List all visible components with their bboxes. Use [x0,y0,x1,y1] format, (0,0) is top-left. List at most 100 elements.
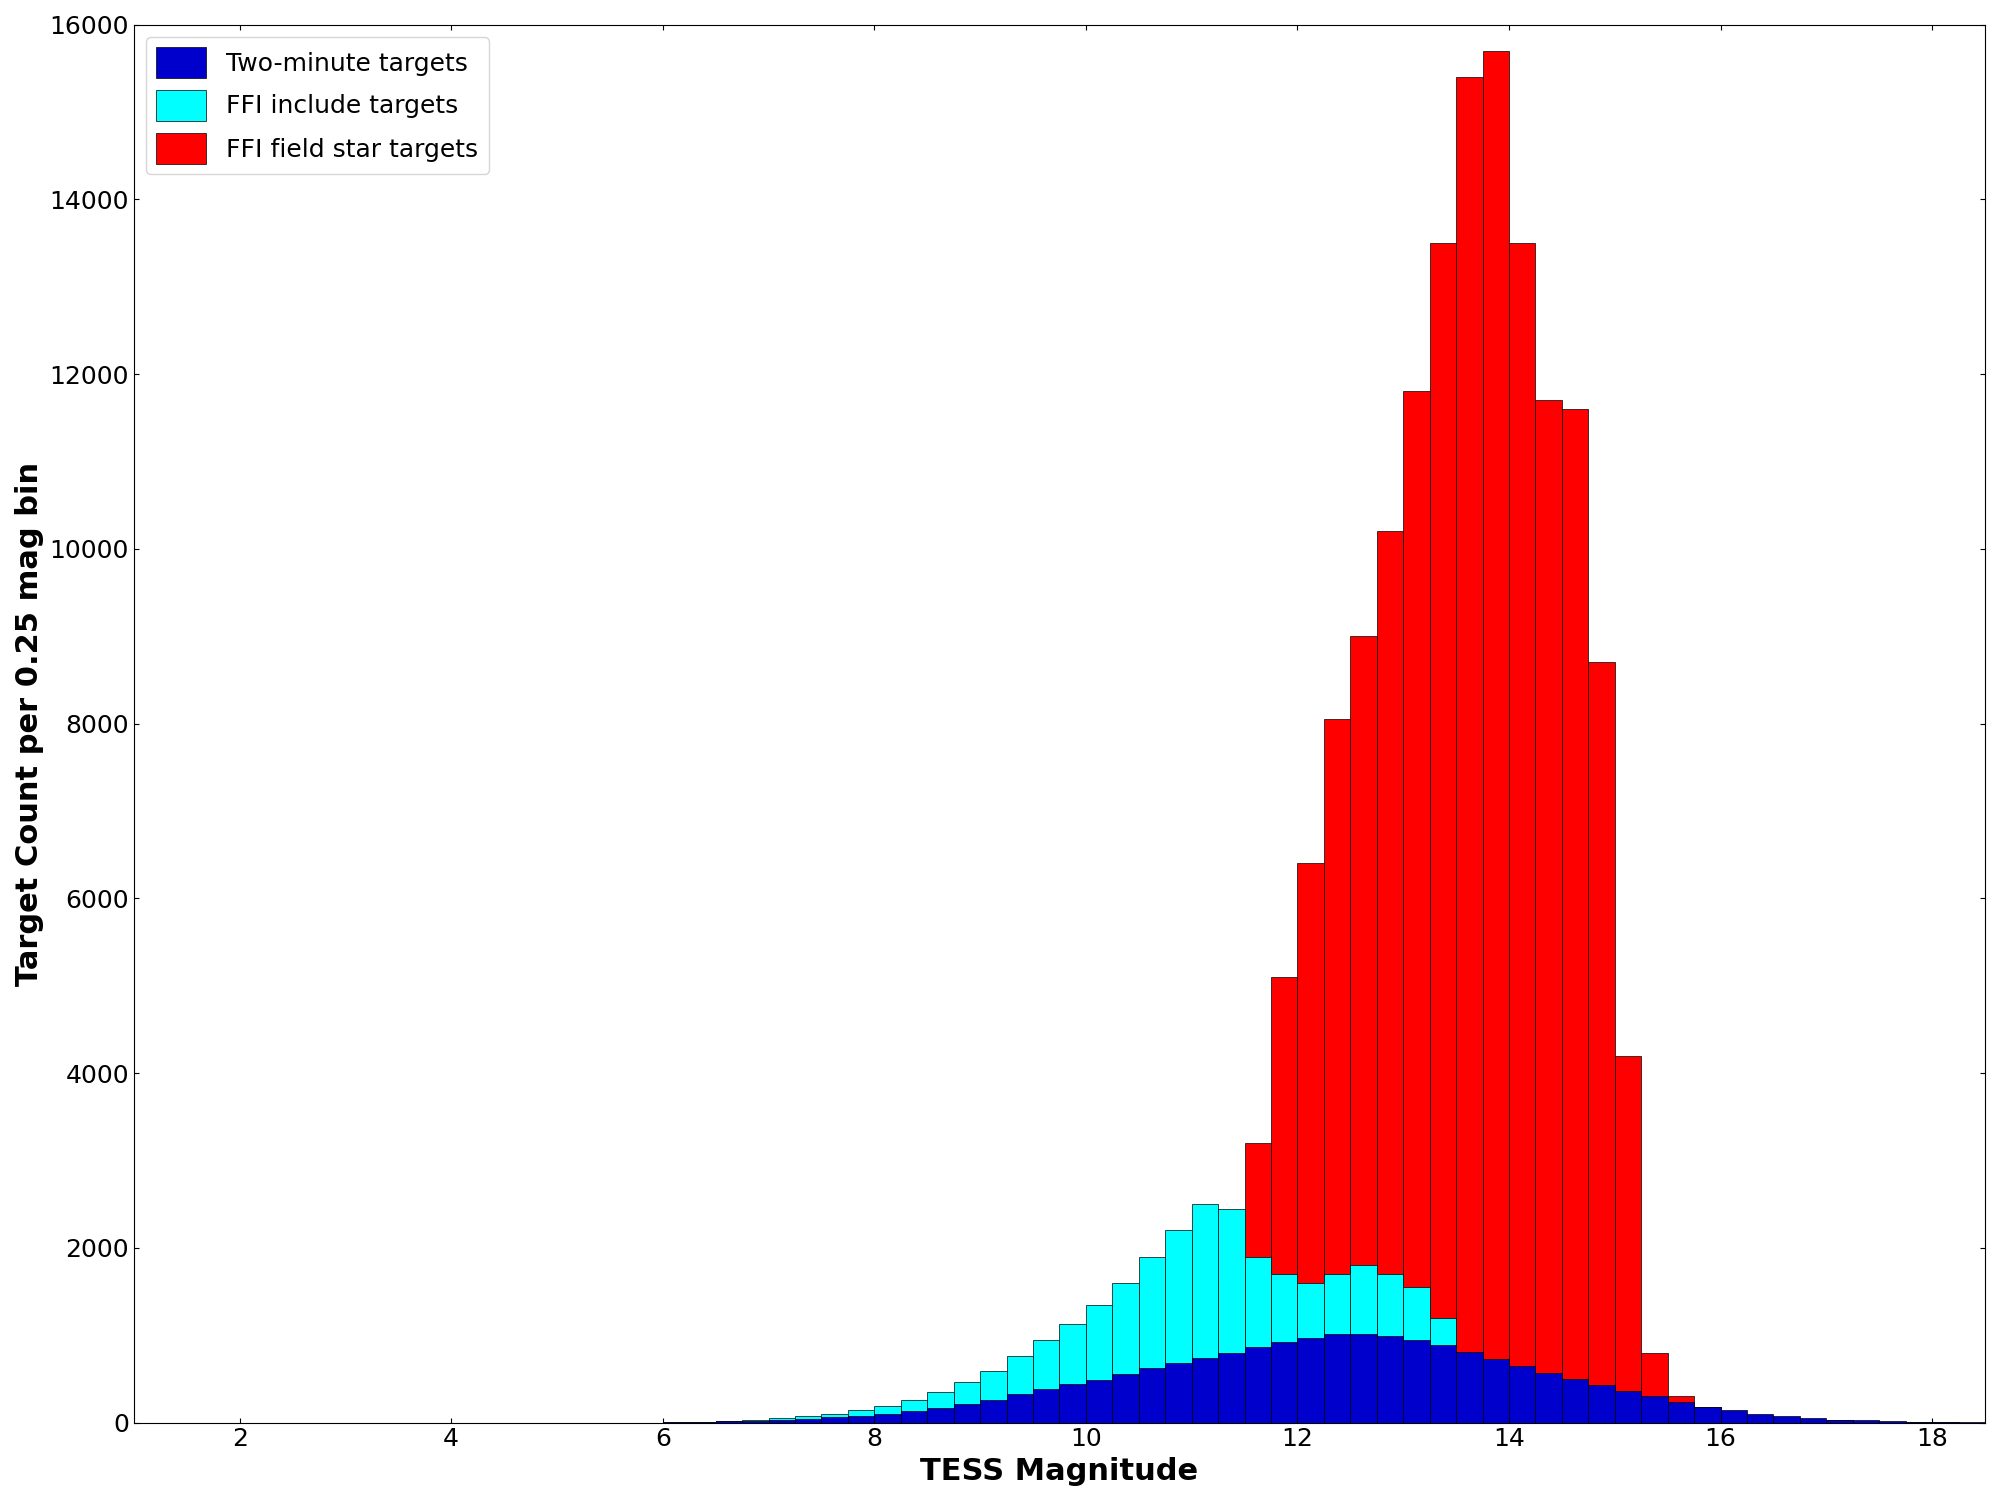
Bar [1774,1420,1800,1423]
Bar [954,1382,980,1423]
Bar [822,1414,848,1423]
Bar [1826,1420,1852,1423]
Bar [1774,1417,1800,1423]
Bar [928,1391,954,1423]
Bar [1376,1274,1404,1423]
Bar [1668,1396,1694,1423]
Bar [1588,1385,1614,1423]
Bar [1482,51,1510,1423]
Bar [1138,1256,1166,1423]
Bar [874,1406,900,1423]
Bar [1166,1231,1192,1423]
Bar [1536,1373,1562,1423]
Bar [1218,1208,1244,1423]
Bar [1060,1324,1086,1423]
Bar [1324,719,1350,1423]
Bar [1880,1421,1906,1423]
Bar [1324,1274,1350,1423]
Bar [1376,1336,1404,1423]
Bar [1826,1420,1852,1423]
Bar [1748,1417,1774,1423]
Bar [742,1421,768,1423]
Bar [1482,1358,1510,1423]
Bar [954,1405,980,1423]
Bar [1350,1265,1376,1423]
Bar [1350,1334,1376,1423]
Bar [1192,1352,1218,1423]
Bar [1536,401,1562,1423]
Bar [1138,1369,1166,1423]
Bar [1668,1402,1694,1423]
Bar [1272,977,1298,1423]
Bar [1272,1274,1298,1423]
Bar [796,1417,822,1423]
Bar [1456,77,1482,1423]
Bar [1034,1388,1060,1423]
Bar [1244,1256,1272,1423]
Bar [1668,1415,1694,1423]
Bar [1324,1334,1350,1423]
Bar [1614,1391,1642,1423]
Bar [1614,1055,1642,1423]
Bar [1642,1412,1668,1423]
Bar [1536,1397,1562,1423]
Bar [796,1418,822,1423]
Bar [1800,1418,1826,1423]
Bar [1456,1352,1482,1423]
Bar [1244,1142,1272,1423]
Bar [1112,1283,1138,1423]
Bar [1034,1339,1060,1423]
Bar [1430,1345,1456,1423]
Bar [980,1400,1006,1423]
Bar [1720,1414,1748,1423]
Bar [1192,1204,1218,1423]
Bar [1774,1418,1800,1423]
Bar [1748,1414,1774,1423]
Bar [1218,1352,1244,1423]
Bar [1404,1339,1430,1423]
Bar [1456,1352,1482,1423]
Bar [900,1400,928,1423]
Bar [1852,1420,1880,1423]
Bar [1298,1283,1324,1423]
Bar [1562,408,1588,1423]
Bar [768,1418,796,1423]
Bar [1800,1420,1826,1423]
Bar [848,1415,874,1423]
Bar [716,1421,742,1423]
Bar [1060,1384,1086,1423]
Bar [1272,1342,1298,1423]
Bar [1404,392,1430,1423]
Bar [1244,1348,1272,1423]
Bar [848,1411,874,1423]
X-axis label: TESS Magnitude: TESS Magnitude [920,1457,1198,1486]
Bar [1482,1379,1510,1423]
Bar [1510,1391,1536,1423]
Y-axis label: Target Count per 0.25 mag bin: Target Count per 0.25 mag bin [14,461,44,986]
Bar [742,1420,768,1423]
Bar [1694,1406,1720,1423]
Bar [1800,1421,1826,1423]
Bar [1720,1411,1748,1423]
Bar [1562,1379,1588,1423]
Bar [1006,1357,1034,1423]
Bar [1510,1366,1536,1423]
Bar [1350,636,1376,1423]
Bar [1694,1417,1720,1423]
Bar [874,1414,900,1423]
Bar [1588,1406,1614,1423]
Legend: Two-minute targets, FFI include targets, FFI field star targets: Two-minute targets, FFI include targets,… [146,38,488,174]
Bar [1852,1421,1880,1423]
Bar [1298,1337,1324,1423]
Bar [1218,1279,1244,1423]
Bar [1376,531,1404,1423]
Bar [1086,1379,1112,1423]
Bar [1112,1373,1138,1423]
Bar [1166,1363,1192,1423]
Bar [980,1370,1006,1423]
Bar [1298,863,1324,1423]
Bar [1694,1406,1720,1423]
Bar [1086,1304,1112,1423]
Bar [1430,1318,1456,1423]
Bar [1588,662,1614,1423]
